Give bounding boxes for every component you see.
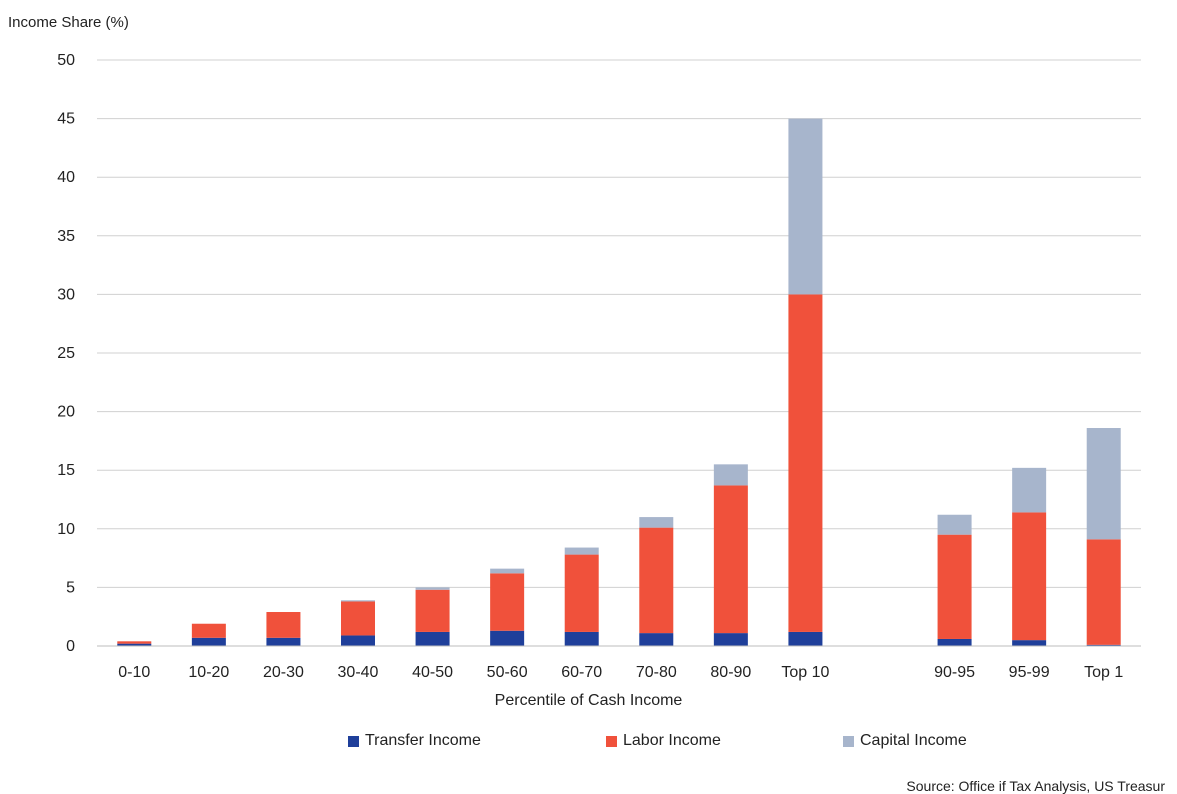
y-axis-label: Income Share (%) [8,14,129,31]
bar-segment-transfer [341,635,375,646]
bar-segment-capital [639,517,674,528]
x-tick-label: 10-20 [188,664,229,681]
bar-segment-transfer [1086,644,1121,646]
y-tick-label: 15 [57,462,75,479]
y-tick-label: 25 [57,345,75,362]
x-tick-label: 20-30 [263,664,304,681]
legend-label-labor: Labor Income [623,732,721,749]
x-tick-label: 90-95 [934,664,975,681]
x-axis-label: Percentile of Cash Income [494,692,683,709]
legend-item-capital: Capital Income [843,732,967,750]
bar-segment-transfer [490,630,525,646]
x-tick-label: 30-40 [338,664,379,681]
bar-segment-transfer [191,637,226,646]
bar-segment-transfer [1012,640,1047,646]
bar-segment-labor [564,554,599,632]
legend-swatch-transfer [348,735,359,747]
legend-item-transfer: Transfer Income [348,732,481,750]
bar-segment-labor [639,527,674,634]
x-tick-label: 40-50 [412,664,453,681]
y-tick-label: 30 [57,286,75,303]
bar-segment-capital [341,600,375,602]
bar-segment-labor [1086,539,1121,645]
bar-segment-labor [490,573,525,631]
bar-segment-labor [1012,512,1047,641]
bar-segment-labor [713,485,748,634]
bar-segment-transfer [266,637,301,646]
bar-segment-labor [191,623,226,638]
bar-segment-capital [1086,428,1121,540]
bar-segment-labor [117,641,152,644]
bar-segment-capital [937,514,972,535]
bar-segment-capital [490,568,525,574]
bar-segment-transfer [117,643,152,646]
bar-segment-transfer [788,631,823,646]
bar-segment-transfer [639,633,674,646]
x-tick-label: Top 10 [781,664,829,681]
legend-swatch-capital [843,735,854,747]
bar-segment-transfer [564,631,599,646]
bar-segment-labor [788,294,823,632]
y-tick-label: 35 [57,228,75,245]
bar-segment-capital [1012,467,1047,513]
bar-segment-labor [415,589,450,632]
y-tick-label: 40 [57,169,75,186]
source-note: Source: Office if Tax Analysis, US Treas… [906,778,1165,794]
legend-swatch-labor [606,735,617,747]
bar-segment-capital [564,547,599,555]
x-tick-label: 95-99 [1009,664,1050,681]
x-tick-label: 50-60 [487,664,528,681]
bar-segment-transfer [415,631,450,646]
bar-segment-capital [713,464,748,486]
bar-segment-capital [415,587,450,590]
bar-segment-labor [937,534,972,639]
y-tick-label: 10 [57,521,75,538]
x-tick-label: Top 1 [1084,664,1123,681]
y-tick-label: 45 [57,111,75,128]
y-tick-label: 20 [57,404,75,421]
x-tick-label: 80-90 [710,664,751,681]
bar-segment-labor [266,612,301,638]
bar-segment-transfer [937,638,972,646]
x-tick-label: 70-80 [636,664,677,681]
bar-segment-capital [788,118,823,295]
bar-segment-transfer [713,633,748,646]
legend-label-capital: Capital Income [860,732,967,749]
x-tick-label: 0-10 [118,664,150,681]
legend-label-transfer: Transfer Income [365,732,481,749]
y-tick-label: 0 [66,638,75,655]
bar-segment-labor [341,601,375,636]
y-tick-label: 50 [57,52,75,69]
x-tick-label: 60-70 [561,664,602,681]
y-tick-label: 5 [66,579,75,596]
legend-item-labor: Labor Income [606,732,721,750]
